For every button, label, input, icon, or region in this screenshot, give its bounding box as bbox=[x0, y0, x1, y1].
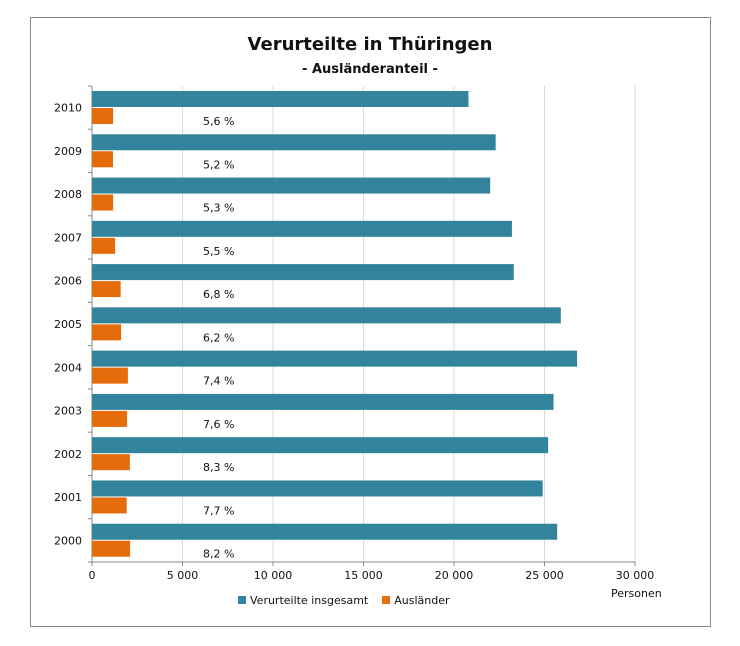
x-tick-label: 25 000 bbox=[525, 569, 564, 582]
y-tick-label: 2009 bbox=[54, 145, 82, 158]
bar-verurteilte bbox=[92, 393, 554, 410]
legend-label: Verurteilte insgesamt bbox=[250, 594, 369, 607]
data-label: 7,4 % bbox=[203, 375, 234, 388]
y-tick-label: 2001 bbox=[54, 491, 82, 504]
bar-verurteilte bbox=[92, 134, 496, 151]
bar-auslaender bbox=[92, 410, 128, 427]
data-label: 6,2 % bbox=[203, 331, 234, 344]
x-axis-label: Personen bbox=[611, 587, 662, 600]
bar-verurteilte bbox=[92, 350, 578, 367]
x-tick-label: 20 000 bbox=[435, 569, 474, 582]
y-tick-label: 2000 bbox=[54, 534, 82, 547]
x-tick-label: 15 000 bbox=[344, 569, 383, 582]
bar-auslaender bbox=[92, 454, 130, 471]
chart-title: Verurteilte in Thüringen bbox=[247, 34, 493, 55]
data-label: 8,2 % bbox=[203, 548, 234, 561]
bar-verurteilte bbox=[92, 91, 469, 107]
chart-frame bbox=[30, 17, 711, 627]
x-tick-label: 5 000 bbox=[167, 569, 199, 582]
bar-auslaender bbox=[92, 237, 116, 254]
bar-verurteilte bbox=[92, 220, 512, 237]
y-tick-label: 2007 bbox=[54, 231, 82, 244]
legend-label: Ausländer bbox=[394, 594, 450, 607]
bar-auslaender bbox=[92, 497, 127, 514]
bar-verurteilte bbox=[92, 437, 549, 454]
bar-auslaender bbox=[92, 281, 121, 298]
x-tick-label: 0 bbox=[89, 569, 96, 582]
bar-verurteilte bbox=[92, 264, 514, 281]
y-tick-label: 2003 bbox=[54, 405, 82, 418]
y-tick-label: 2010 bbox=[54, 102, 82, 115]
legend-swatch bbox=[382, 596, 391, 604]
data-label: 5,5 % bbox=[203, 245, 234, 258]
y-tick-label: 2006 bbox=[54, 275, 82, 288]
bar-verurteilte bbox=[92, 307, 561, 324]
legend-swatch bbox=[238, 596, 246, 604]
chart-subtitle: - Ausländeranteil - bbox=[302, 62, 438, 77]
x-tick-label: 10 000 bbox=[254, 569, 293, 582]
bar-auslaender bbox=[92, 194, 114, 211]
data-label: 5,3 % bbox=[203, 202, 234, 215]
bar-auslaender bbox=[92, 540, 131, 557]
data-label: 8,3 % bbox=[203, 461, 234, 474]
data-label: 5,2 % bbox=[203, 158, 234, 171]
bar-auslaender bbox=[92, 151, 113, 168]
data-label: 6,8 % bbox=[203, 288, 234, 301]
data-label: 7,7 % bbox=[203, 504, 234, 517]
data-label: 5,6 % bbox=[203, 115, 234, 128]
legend-item: Verurteilte insgesamt bbox=[238, 594, 368, 607]
bar-verurteilte bbox=[92, 177, 491, 194]
y-tick-label: 2004 bbox=[54, 361, 82, 374]
legend: Verurteilte insgesamt Ausländer bbox=[238, 594, 450, 607]
y-tick-label: 2005 bbox=[54, 318, 82, 331]
x-tick-label: 30 000 bbox=[616, 569, 655, 582]
data-label: 7,6 % bbox=[203, 418, 234, 431]
bar-auslaender bbox=[92, 367, 128, 384]
bar-verurteilte bbox=[92, 523, 558, 540]
bar-verurteilte bbox=[92, 480, 543, 497]
y-tick-label: 2002 bbox=[54, 448, 82, 461]
bar-auslaender bbox=[92, 324, 122, 341]
bar-auslaender bbox=[92, 108, 114, 124]
legend-item: Ausländer bbox=[382, 594, 450, 607]
y-tick-label: 2008 bbox=[54, 188, 82, 201]
